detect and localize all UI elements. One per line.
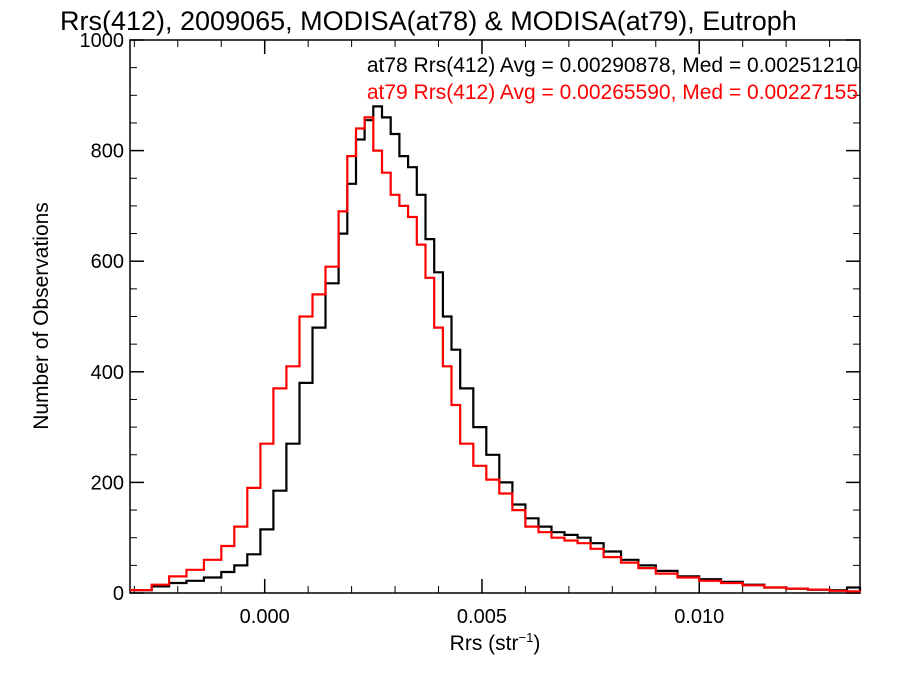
x-tick-label: 0.010 — [674, 606, 724, 628]
x-tick-label: 0.005 — [457, 606, 507, 628]
x-axis-label: Rrs (str−1) — [450, 630, 541, 655]
legend-entry-at78: at78 Rrs(412) Avg = 0.00290878, Med = 0.… — [367, 54, 858, 77]
series-layer — [130, 105, 862, 593]
y-tick-label: 0 — [113, 583, 124, 605]
series-at79-line — [130, 116, 862, 593]
y-tick-label: 800 — [91, 141, 124, 163]
x-axis-label-superscript: −1 — [519, 630, 534, 645]
y-tick-label: 200 — [91, 472, 124, 494]
y-tick-label: 600 — [91, 251, 124, 273]
y-axis-ticks: 0 200 400 600 800 1000 — [80, 30, 860, 605]
x-axis-label-close: ) — [533, 632, 540, 655]
y-tick-label: 1000 — [80, 30, 125, 52]
x-axis-label-main: Rrs (str — [450, 632, 519, 655]
legend: at78 Rrs(412) Avg = 0.00290878, Med = 0.… — [367, 54, 858, 104]
x-axis-ticks: 0.000 0.005 0.010 — [133, 40, 831, 628]
y-axis-label: Number of Observations — [30, 202, 53, 430]
series-at78-line — [130, 105, 862, 592]
chart-title: Rrs(412), 2009065, MODISA(at78) & MODISA… — [60, 6, 797, 36]
plot-frame — [129, 39, 861, 594]
legend-entry-at79: at79 Rrs(412) Avg = 0.00265590, Med = 0.… — [367, 81, 858, 104]
x-tick-label: 0.000 — [240, 606, 290, 628]
y-tick-label: 400 — [91, 362, 124, 384]
